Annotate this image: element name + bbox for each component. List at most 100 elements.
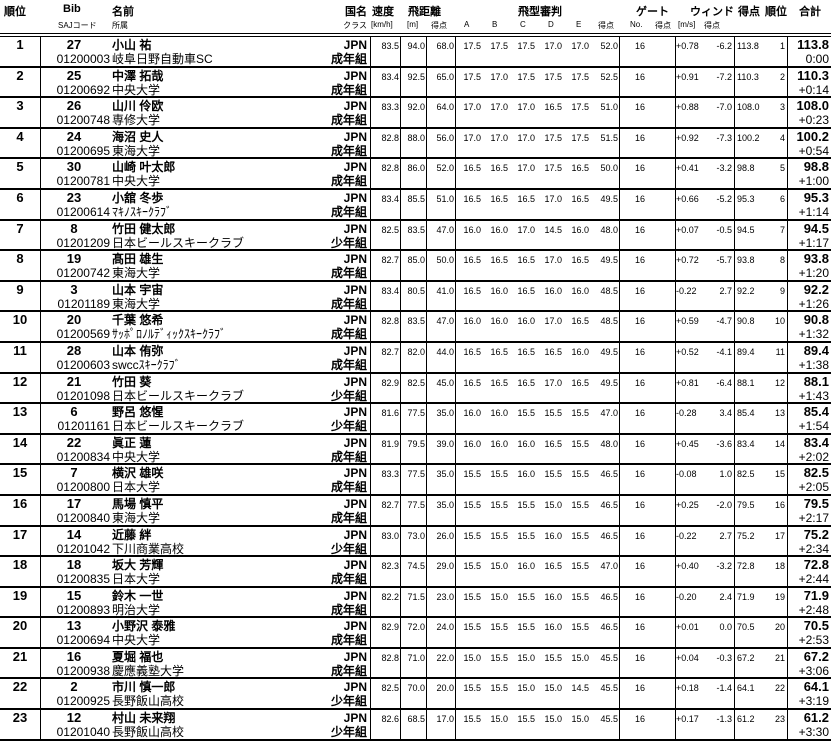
table-row: 10 20 01200569 千葉 悠希 ｻｯﾎﾟﾛﾉﾙﾃﾞｨｯｸｽｷｰｸﾗﾌﾞ JPN 成… [0, 312, 831, 343]
cell-club: 日本大学 [112, 480, 161, 495]
cell-class: 成年組 [330, 52, 367, 66]
table-row: 18 18 01200835 坂大 芳輝 日本大学 JPN 成年組 82.3 74.5 29.0 1… [0, 557, 831, 588]
cell-pts: 95.3 [737, 193, 755, 204]
cell-diff: +1:00 [798, 174, 829, 189]
cell-b: 16.0 [490, 408, 508, 419]
column-divider [787, 67, 788, 97]
cell-speed: 82.8 [381, 132, 399, 143]
cell-diff: +3:19 [798, 694, 829, 709]
column-divider [455, 495, 456, 525]
column-divider [400, 557, 401, 586]
cell-speed: 82.6 [381, 714, 399, 725]
cell-club: 東海大学 [112, 266, 161, 281]
cell-round-rank: 8 [779, 255, 785, 266]
cell-nation: JPN [343, 680, 367, 695]
cell-judge-pts: 52.0 [600, 41, 618, 51]
cell-name: 山川 伶欧 [112, 99, 164, 114]
cell-dist: 86.0 [407, 163, 425, 174]
cell-dist: 79.5 [407, 438, 425, 449]
cell-c: 15.5 [517, 591, 535, 602]
cell-diff: +3:30 [798, 725, 829, 740]
column-divider [619, 37, 620, 66]
header-bib: Bib [63, 3, 81, 15]
cell-wind: +0.45 [676, 438, 699, 449]
cell-pts: 85.4 [737, 408, 755, 419]
header-rank: 順位 [4, 6, 26, 18]
column-divider [40, 220, 41, 250]
cell-total: 72.8 [803, 557, 829, 573]
cell-nation: JPN [343, 252, 367, 267]
cell-pts: 61.2 [737, 714, 755, 725]
column-divider [675, 373, 676, 403]
cell-dist: 71.0 [407, 652, 425, 663]
column-divider [40, 67, 41, 97]
column-divider [787, 128, 788, 158]
cell-judge-pts: 49.5 [600, 193, 618, 204]
cell-code: 01201189 [57, 296, 111, 311]
column-divider [370, 312, 371, 341]
cell-b: 15.5 [490, 622, 508, 633]
column-divider [787, 679, 788, 709]
cell-wind: -0.22 [676, 285, 697, 296]
cell-diff: +0:14 [798, 82, 829, 97]
column-divider [426, 465, 427, 494]
cell-wind: -0.28 [676, 408, 697, 419]
cell-judge-pts: 49.5 [600, 346, 618, 357]
column-divider [455, 404, 456, 433]
cell-bib: 22 [66, 434, 82, 450]
column-divider [426, 434, 427, 464]
cell-round-rank: 7 [779, 224, 785, 235]
cell-nation: JPN [343, 558, 367, 573]
column-divider [426, 312, 427, 341]
cell-rank: 10 [12, 312, 28, 328]
column-divider [455, 37, 456, 66]
column-divider [619, 342, 620, 372]
cell-speed: 82.5 [381, 224, 399, 235]
cell-pts: 108.0 [737, 102, 760, 113]
cell-a: 15.5 [463, 499, 481, 510]
cell-gate: 16 [634, 714, 645, 725]
cell-wind-pts: -1.3 [716, 714, 732, 725]
cell-dist: 85.0 [407, 255, 425, 266]
cell-judge-pts: 49.5 [600, 255, 618, 266]
cell-total: 82.5 [803, 465, 829, 481]
cell-dist: 68.5 [407, 714, 425, 725]
column-divider [40, 37, 41, 66]
cell-judge-pts: 45.5 [600, 683, 618, 694]
cell-diff: +2:53 [798, 633, 829, 648]
column-divider [675, 342, 676, 372]
cell-bib: 27 [66, 37, 82, 52]
cell-speed: 82.7 [381, 499, 399, 510]
cell-round-rank: 2 [779, 71, 785, 82]
cell-b: 15.5 [490, 530, 508, 541]
column-divider [426, 342, 427, 372]
cell-dist-pts: 68.0 [436, 41, 454, 51]
cell-e: 17.5 [571, 71, 589, 82]
cell-rank: 3 [16, 98, 24, 114]
cell-code: 01200834 [56, 449, 110, 464]
cell-dist: 83.5 [407, 316, 425, 327]
cell-club: 中央大学 [112, 633, 161, 648]
column-divider [734, 373, 735, 403]
cell-total: 83.4 [803, 434, 829, 450]
cell-e: 15.5 [571, 591, 589, 602]
cell-b: 15.5 [490, 683, 508, 694]
cell-e: 16.5 [571, 255, 589, 266]
cell-diff: +2:17 [798, 510, 829, 525]
column-divider [40, 251, 41, 280]
cell-club: 東海大学 [112, 510, 161, 525]
column-divider [400, 373, 401, 403]
cell-dist-pts: 56.0 [436, 132, 454, 143]
cell-class: 少年組 [330, 388, 367, 403]
cell-gate: 16 [634, 255, 645, 266]
cell-diff: +1:32 [798, 327, 829, 342]
cell-dist-pts: 35.0 [436, 499, 454, 510]
column-divider [426, 189, 427, 219]
cell-class: 成年組 [330, 113, 367, 128]
cell-gate: 16 [634, 163, 645, 174]
column-divider [400, 526, 401, 556]
cell-diff: +1:54 [798, 419, 829, 434]
cell-round-rank: 20 [774, 622, 785, 633]
cell-gate: 16 [634, 591, 645, 602]
cell-d: 16.0 [544, 530, 562, 541]
